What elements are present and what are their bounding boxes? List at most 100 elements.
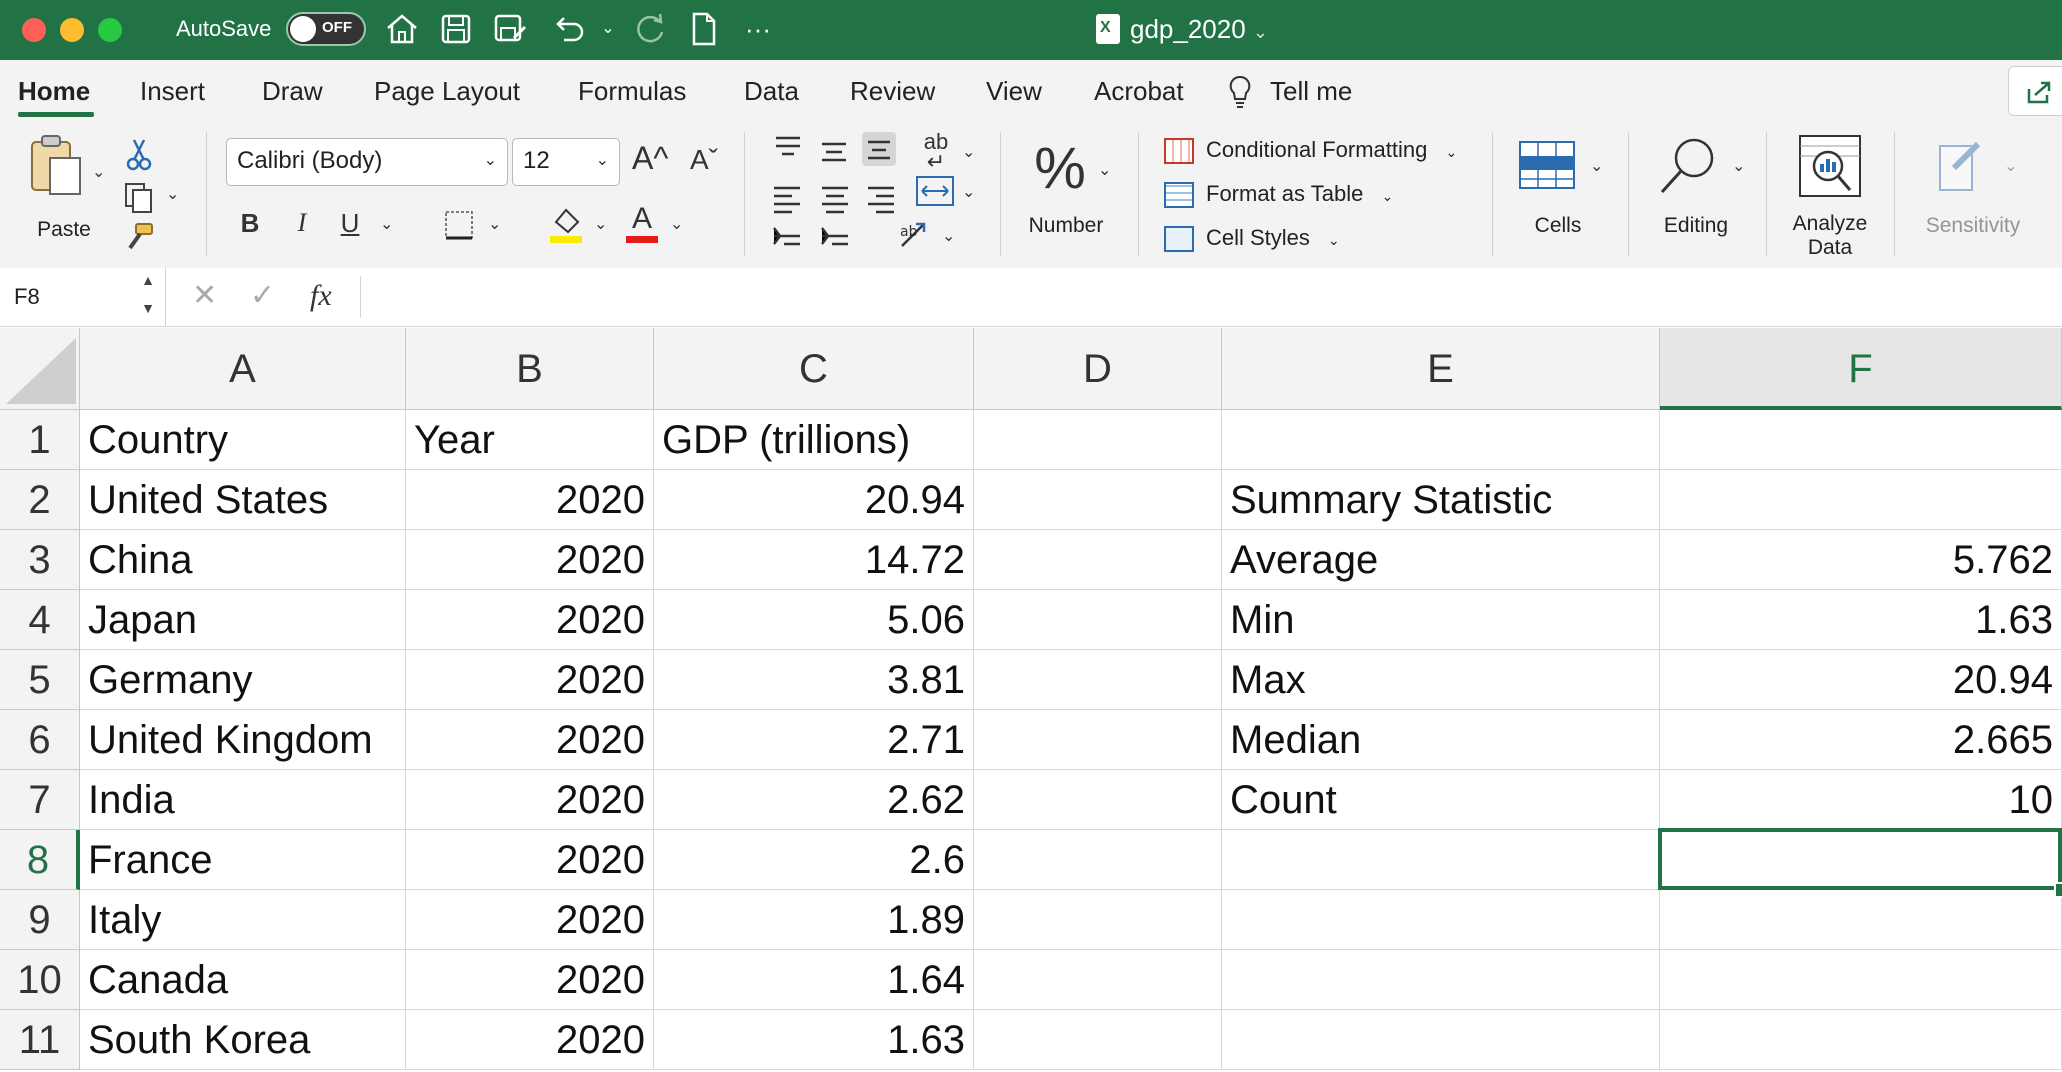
cell-a1[interactable]: Country	[80, 410, 406, 470]
tab-review[interactable]: Review	[850, 76, 936, 106]
cell-b2[interactable]: 2020	[406, 470, 654, 530]
cell-f5[interactable]: 20.94	[1660, 650, 2062, 710]
cell-e11[interactable]	[1222, 1010, 1660, 1070]
cell-c11[interactable]: 1.63	[654, 1010, 974, 1070]
cell-d6[interactable]	[974, 710, 1222, 770]
cell-e10[interactable]	[1222, 950, 1660, 1010]
italic-button[interactable]: I	[297, 208, 307, 237]
more-icon[interactable]: ···	[745, 14, 771, 44]
tab-home[interactable]: Home	[18, 76, 91, 106]
column-header-d[interactable]: D	[974, 328, 1222, 410]
row-header-1[interactable]: 1	[0, 410, 80, 470]
cell-d1[interactable]	[974, 410, 1222, 470]
cell-c2[interactable]: 20.94	[654, 470, 974, 530]
copy-dropdown-chevron-icon[interactable]: ⌄	[166, 186, 180, 203]
cell-e8[interactable]	[1222, 830, 1660, 890]
cell-f6[interactable]: 2.665	[1660, 710, 2062, 770]
cell-f2[interactable]	[1660, 470, 2062, 530]
row-header-7[interactable]: 7	[0, 770, 80, 830]
editing-button[interactable]: ⌄ Editing	[1644, 130, 1754, 256]
tell-me-search[interactable]: Tell me	[1270, 76, 1353, 106]
column-header-a[interactable]: A	[80, 328, 406, 410]
select-all-button[interactable]	[0, 328, 80, 410]
row-header-11[interactable]: 11	[0, 1010, 80, 1070]
insert-function-icon[interactable]: fx	[310, 279, 332, 312]
tab-view[interactable]: View	[986, 76, 1042, 106]
cell-b9[interactable]: 2020	[406, 890, 654, 950]
bold-button[interactable]: B	[240, 208, 260, 238]
save-as-icon[interactable]	[492, 10, 528, 48]
cell-e3[interactable]: Average	[1222, 530, 1660, 590]
cell-d8[interactable]	[974, 830, 1222, 890]
cell-d11[interactable]	[974, 1010, 1222, 1070]
increase-font-size-button[interactable]: A^	[632, 140, 669, 176]
cell-f10[interactable]	[1660, 950, 2062, 1010]
cell-c10[interactable]: 1.64	[654, 950, 974, 1010]
minimize-window-button[interactable]	[60, 18, 84, 42]
fill-handle[interactable]	[2054, 882, 2062, 898]
decrease-font-size-button[interactable]: Aˇ	[690, 144, 718, 175]
cell-b4[interactable]: 2020	[406, 590, 654, 650]
format-painter-icon[interactable]	[122, 220, 156, 254]
cell-d10[interactable]	[974, 950, 1222, 1010]
cell-f11[interactable]	[1660, 1010, 2062, 1070]
cell-e1[interactable]	[1222, 410, 1660, 470]
cell-a2[interactable]: United States	[80, 470, 406, 530]
row-header-6[interactable]: 6	[0, 710, 80, 770]
number-format-button[interactable]: % ⌄ Number	[1014, 130, 1126, 256]
cell-f4[interactable]: 1.63	[1660, 590, 2062, 650]
cell-e5[interactable]: Max	[1222, 650, 1660, 710]
cell-d2[interactable]	[974, 470, 1222, 530]
cancel-icon[interactable]: ✕	[192, 279, 218, 312]
cell-b3[interactable]: 2020	[406, 530, 654, 590]
paste-button[interactable]: ⌄ Paste	[20, 132, 108, 256]
analyze-data-button[interactable]: Analyze Data	[1780, 130, 1880, 266]
undo-dropdown-chevron-icon[interactable]: ⌄	[601, 20, 615, 37]
cell-a8[interactable]: France	[80, 830, 406, 890]
cell-b10[interactable]: 2020	[406, 950, 654, 1010]
cell-c3[interactable]: 14.72	[654, 530, 974, 590]
cell-d5[interactable]	[974, 650, 1222, 710]
cell-f7[interactable]: 10	[1660, 770, 2062, 830]
cell-e2[interactable]: Summary Statistic	[1222, 470, 1660, 530]
tab-acrobat[interactable]: Acrobat	[1094, 76, 1184, 106]
cell-b6[interactable]: 2020	[406, 710, 654, 770]
orientation-icon[interactable]: ab	[896, 218, 936, 252]
row-header-4[interactable]: 4	[0, 590, 80, 650]
cell-c8[interactable]: 2.6	[654, 830, 974, 890]
tab-formulas[interactable]: Formulas	[578, 76, 687, 106]
cell-a3[interactable]: China	[80, 530, 406, 590]
underline-button[interactable]: U	[340, 208, 360, 238]
cell-a4[interactable]: Japan	[80, 590, 406, 650]
cell-styles-button[interactable]: Cell Styles ⌄	[1164, 222, 1340, 254]
column-header-e[interactable]: E	[1222, 328, 1660, 410]
cell-a6[interactable]: United Kingdom	[80, 710, 406, 770]
cell-d4[interactable]	[974, 590, 1222, 650]
fill-color-dropdown-chevron-icon[interactable]: ⌄	[594, 216, 608, 233]
cell-f3[interactable]: 5.762	[1660, 530, 2062, 590]
column-header-b[interactable]: B	[406, 328, 654, 410]
underline-dropdown-chevron-icon[interactable]: ⌄	[380, 216, 394, 233]
cell-c9[interactable]: 1.89	[654, 890, 974, 950]
redo-icon[interactable]	[632, 10, 668, 48]
cell-c1[interactable]: GDP (trillions)	[654, 410, 974, 470]
name-box[interactable]: F8 ▲ ▼	[0, 268, 166, 326]
cells-button[interactable]: ⌄ Cells	[1508, 130, 1608, 256]
cell-b8[interactable]: 2020	[406, 830, 654, 890]
cell-c5[interactable]: 3.81	[654, 650, 974, 710]
borders-icon[interactable]	[442, 208, 476, 242]
row-header-5[interactable]: 5	[0, 650, 80, 710]
column-header-f[interactable]: F	[1660, 328, 2062, 410]
font-color-dropdown-chevron-icon[interactable]: ⌄	[670, 216, 684, 233]
cell-e7[interactable]: Count	[1222, 770, 1660, 830]
cell-f9[interactable]	[1660, 890, 2062, 950]
undo-icon[interactable]	[550, 10, 586, 48]
conditional-formatting-button[interactable]: Conditional Formatting ⌄	[1164, 134, 1457, 166]
cell-d7[interactable]	[974, 770, 1222, 830]
cell-f1[interactable]	[1660, 410, 2062, 470]
enter-icon[interactable]: ✓	[250, 279, 276, 312]
row-header-10[interactable]: 10	[0, 950, 80, 1010]
cell-e6[interactable]: Median	[1222, 710, 1660, 770]
tab-insert[interactable]: Insert	[140, 76, 206, 106]
sensitivity-button[interactable]: ⌄ Sensitivity	[1908, 130, 2038, 256]
